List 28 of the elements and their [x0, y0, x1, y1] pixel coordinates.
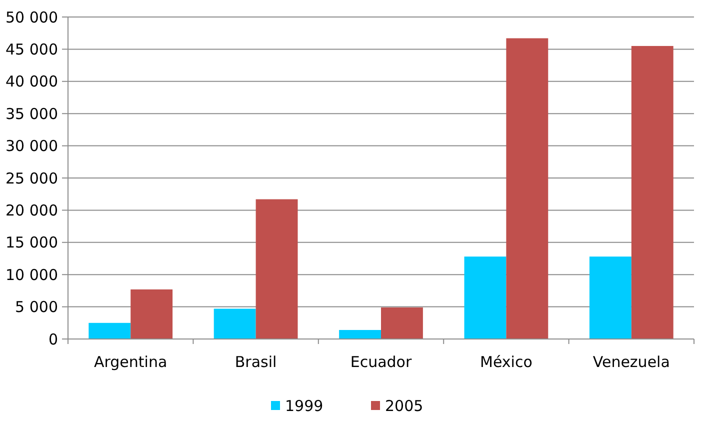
y-tick-label: 25 000 [6, 169, 58, 188]
y-tick-label: 50 000 [6, 8, 58, 26]
bar [256, 199, 298, 339]
x-tick-label: Ecuador [350, 353, 412, 371]
y-tick-label: 35 000 [6, 104, 58, 123]
x-tick-label: Venezuela [592, 353, 670, 371]
bar [214, 308, 256, 339]
y-tick-label: 30 000 [6, 137, 58, 156]
x-tick-label: México [480, 353, 532, 371]
bar [130, 289, 173, 339]
bar [339, 330, 381, 339]
bar [381, 307, 423, 339]
legend-label: 2005 [385, 397, 424, 415]
legend-label: 1999 [285, 397, 324, 415]
x-tick-label: Brasil [234, 353, 277, 371]
bar [506, 38, 548, 339]
x-tick-label: Argentina [94, 353, 168, 371]
y-tick-label: 40 000 [6, 72, 58, 91]
y-tick-label: 10 000 [6, 266, 58, 284]
bar [464, 256, 506, 339]
bar [88, 322, 131, 339]
y-tick-label: 20 000 [6, 201, 58, 220]
y-tick-label: 0 [48, 330, 58, 348]
y-tick-label: 45 000 [6, 40, 58, 58]
bar [631, 46, 674, 339]
bar [589, 256, 632, 339]
y-tick-label: 5 000 [15, 298, 58, 316]
y-tick-label: 15 000 [6, 234, 58, 252]
